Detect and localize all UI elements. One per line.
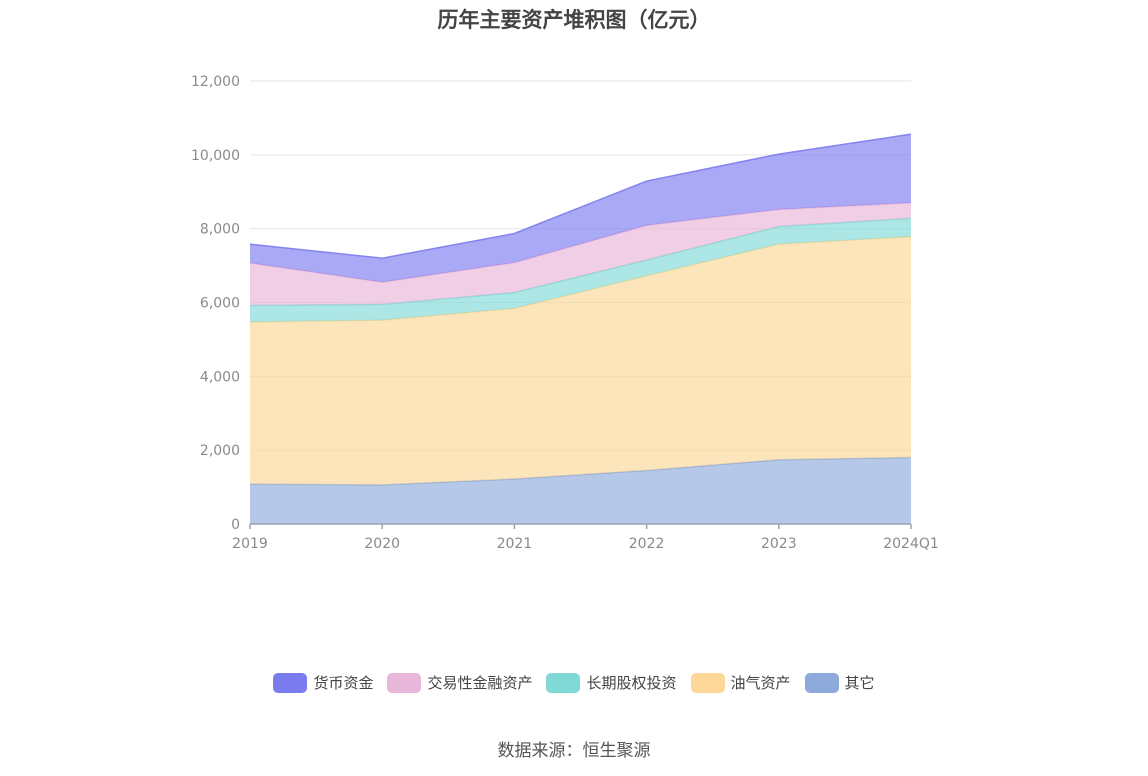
source-note: 数据来源：恒生聚源 xyxy=(497,741,651,761)
legend-item[interactable]: 交易性金融资产 xyxy=(387,672,532,693)
legend-swatch xyxy=(273,672,308,693)
legend-swatch xyxy=(387,672,422,693)
y-tick-label: 0 xyxy=(231,517,240,533)
series-area-其它[interactable] xyxy=(250,457,911,524)
x-tick-label: 2020 xyxy=(364,536,400,552)
y-tick-label: 4,000 xyxy=(200,369,240,385)
x-tick-label: 2019 xyxy=(232,536,268,552)
chart-plot: 0 2,000 4,000 6,000 8,000 10,000 12,000 2019 202… xyxy=(191,74,939,552)
legend-label: 长期股权投资 xyxy=(586,674,677,692)
y-tick-label: 10,000 xyxy=(191,148,240,164)
x-tick-label: 2024Q1 xyxy=(883,536,939,552)
legend-item[interactable]: 长期股权投资 xyxy=(546,672,677,693)
legend-item[interactable]: 油气资产 xyxy=(690,672,791,693)
series-areas xyxy=(249,133,912,524)
x-tick-label: 2022 xyxy=(629,536,665,552)
x-tick-label: 2023 xyxy=(761,536,797,552)
legend-swatch xyxy=(690,672,725,693)
legend: 货币资金 交易性金融资产 长期股权投资 油气资产 其它 xyxy=(0,672,1148,693)
legend-label: 货币资金 xyxy=(313,674,374,692)
y-tick-label: 12,000 xyxy=(191,74,240,90)
legend-label: 交易性金融资产 xyxy=(427,674,533,692)
y-tick-label: 6,000 xyxy=(200,296,240,312)
series-area-长期股权投资[interactable] xyxy=(250,218,911,323)
series-line-长期股权投资 xyxy=(249,217,912,307)
series-line-货币资金 xyxy=(249,133,912,259)
legend-item[interactable]: 货币资金 xyxy=(273,672,373,693)
series-line-油气资产 xyxy=(249,236,912,323)
legend-swatch xyxy=(804,672,839,693)
y-tick-label: 8,000 xyxy=(200,222,240,238)
legend-label: 其它 xyxy=(844,674,875,692)
series-area-货币资金[interactable] xyxy=(250,134,911,283)
series-area-油气资产[interactable] xyxy=(250,236,911,485)
legend-label: 油气资产 xyxy=(730,674,791,692)
legend-item[interactable]: 其它 xyxy=(804,672,875,693)
x-tick-label: 2021 xyxy=(497,536,533,552)
y-tick-label: 2,000 xyxy=(200,443,240,459)
legend-swatch xyxy=(546,672,581,693)
series-area-交易性金融资产[interactable] xyxy=(250,202,911,306)
axes: 0 2,000 4,000 6,000 8,000 10,000 12,000 2019 202… xyxy=(191,74,939,552)
chart-title: 历年主要资产堆积图（亿元） xyxy=(437,8,711,32)
